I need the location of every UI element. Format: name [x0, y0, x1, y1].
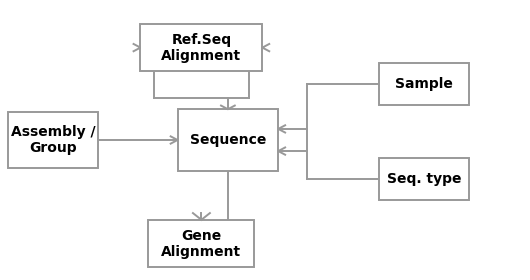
Text: Seq. type: Seq. type: [387, 172, 461, 186]
FancyBboxPatch shape: [178, 109, 278, 171]
Text: Gene
Alignment: Gene Alignment: [161, 228, 242, 259]
FancyBboxPatch shape: [379, 63, 469, 105]
FancyBboxPatch shape: [379, 158, 469, 200]
Text: Sequence: Sequence: [190, 133, 266, 147]
FancyBboxPatch shape: [148, 220, 254, 267]
Text: Ref.Seq
Alignment: Ref.Seq Alignment: [161, 32, 242, 63]
FancyBboxPatch shape: [140, 24, 262, 71]
Text: Sample: Sample: [395, 77, 453, 91]
FancyBboxPatch shape: [8, 112, 98, 168]
Text: Assembly /
Group: Assembly / Group: [11, 125, 95, 155]
